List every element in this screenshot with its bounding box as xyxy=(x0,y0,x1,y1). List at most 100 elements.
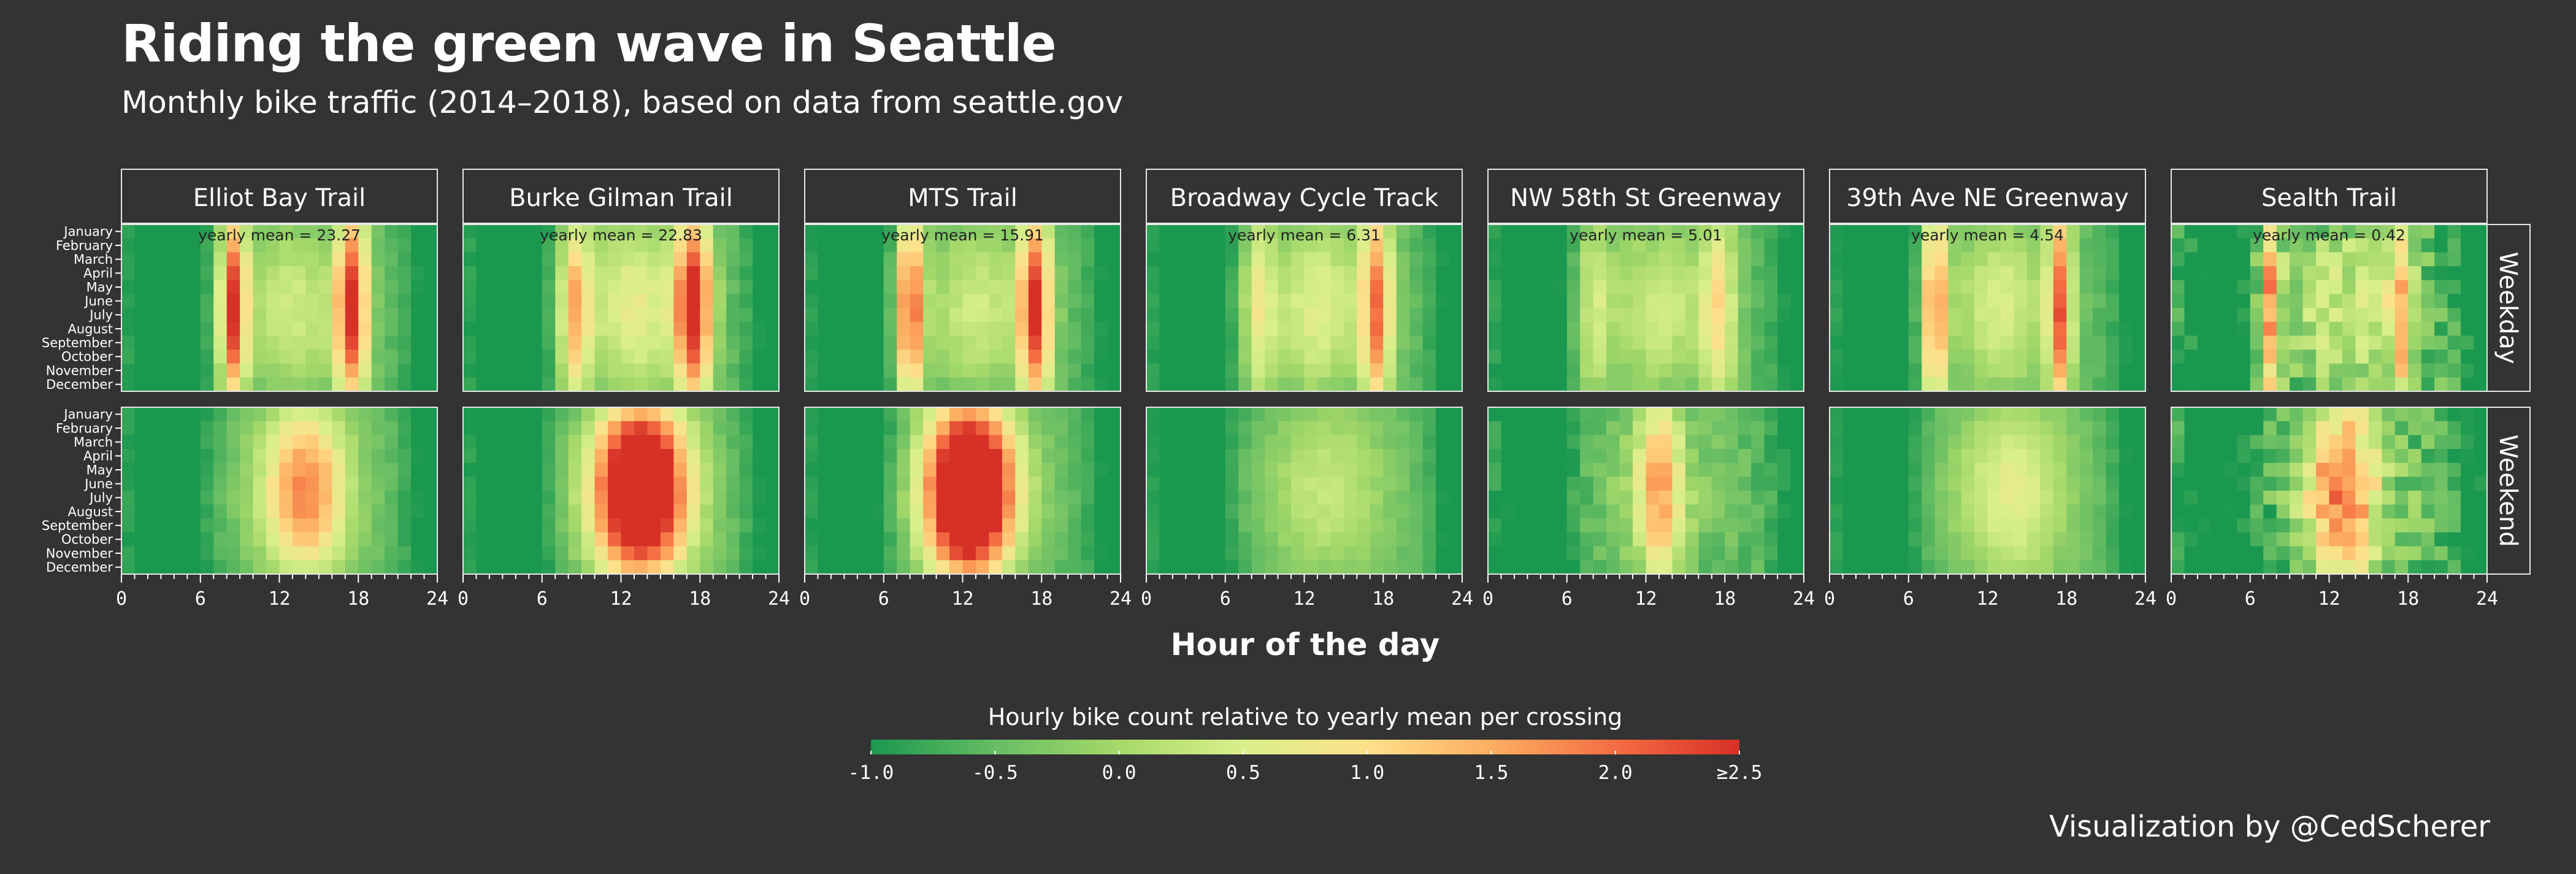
heat-cell xyxy=(1146,294,1160,309)
heat-cell xyxy=(1580,363,1594,378)
heat-cell xyxy=(476,532,490,547)
heat-cell xyxy=(1304,238,1318,253)
heat-cell xyxy=(1449,421,1463,435)
heat-cell xyxy=(1291,363,1305,378)
heat-cell xyxy=(2040,224,2054,239)
heat-cell xyxy=(1159,546,1173,561)
heat-cell xyxy=(1842,462,1857,477)
heat-cell xyxy=(424,449,438,464)
heat-cell xyxy=(2026,560,2041,575)
heat-cell xyxy=(345,462,359,477)
heat-cell xyxy=(332,321,346,336)
heat-cell xyxy=(279,294,293,309)
heat-cell xyxy=(2171,238,2185,253)
heat-cell xyxy=(1370,294,1384,309)
heat-cell xyxy=(1619,224,1633,239)
heat-cell xyxy=(1633,449,1647,464)
heat-cell xyxy=(121,518,136,533)
heat-cell xyxy=(1238,280,1252,294)
heat-cell xyxy=(1251,435,1265,450)
heat-cell xyxy=(1895,477,1909,491)
heat-cell xyxy=(1527,421,1541,435)
heat-cell xyxy=(1041,280,1056,294)
heat-cell xyxy=(542,449,556,464)
heat-cell xyxy=(305,266,320,281)
heat-cell xyxy=(2053,462,2067,477)
heat-cell xyxy=(739,363,753,378)
heat-cell xyxy=(2382,294,2396,309)
heat-cell xyxy=(686,560,700,575)
heat-cell xyxy=(542,435,556,450)
heat-cell xyxy=(700,377,714,392)
heat-cell xyxy=(1291,280,1305,294)
heat-cell xyxy=(1711,462,1725,477)
heat-cell xyxy=(568,280,582,294)
month-label: February xyxy=(56,238,113,253)
chart-title: Riding the green wave in Seattle xyxy=(121,13,1057,74)
heat-cell xyxy=(385,321,399,336)
heat-cell xyxy=(134,491,148,505)
heat-cell xyxy=(213,504,228,519)
heat-cell xyxy=(2276,252,2290,267)
heat-cell xyxy=(2342,560,2356,575)
heat-cell xyxy=(489,462,503,477)
heat-cell xyxy=(594,321,608,336)
heat-cell xyxy=(673,477,688,491)
heat-cell xyxy=(1790,280,1804,294)
heat-cell xyxy=(1054,321,1068,336)
heat-cell xyxy=(2382,449,2396,464)
heat-cell xyxy=(1672,532,1686,547)
heat-cell xyxy=(397,546,412,561)
heat-cell xyxy=(1751,532,1765,547)
heat-cell xyxy=(371,518,385,533)
heat-cell xyxy=(2263,308,2277,323)
heat-cell xyxy=(1540,421,1554,435)
heat-cell xyxy=(2171,560,2185,575)
heat-cell xyxy=(1540,363,1554,378)
heat-cell xyxy=(2026,377,2041,392)
heat-cell xyxy=(266,308,280,323)
heat-cell xyxy=(1527,335,1541,350)
heat-cell xyxy=(174,294,188,309)
heat-cell xyxy=(1554,308,1568,323)
heat-cell xyxy=(279,560,293,575)
heat-cell xyxy=(1330,350,1344,364)
heat-cell xyxy=(1842,321,1857,336)
heat-cell xyxy=(830,294,845,309)
heat-cell xyxy=(1646,407,1660,422)
heat-cell xyxy=(647,504,661,519)
credit-text: Visualization by @CedScherer xyxy=(2049,810,2490,844)
heat-cell xyxy=(2040,363,2054,378)
heat-cell xyxy=(1002,252,1016,267)
heat-cell xyxy=(2394,252,2409,267)
heat-cell xyxy=(949,363,964,378)
heat-cell xyxy=(1580,407,1594,422)
heat-cell xyxy=(2106,238,2120,253)
heat-cell xyxy=(2394,421,2409,435)
heat-cell xyxy=(2026,238,2041,253)
heat-cell xyxy=(2014,321,2028,336)
heat-cell xyxy=(1107,532,1121,547)
heat-cell xyxy=(1225,308,1239,323)
strip-label: NW 58th St Greenway xyxy=(1510,184,1782,212)
heat-cell xyxy=(1908,504,1922,519)
heat-cell xyxy=(713,504,727,519)
heat-cell xyxy=(1895,266,1909,281)
heat-cell xyxy=(1186,449,1200,464)
legend-tick-label: 0.5 xyxy=(1226,762,1260,784)
heat-cell xyxy=(1383,407,1397,422)
heat-cell xyxy=(2210,294,2225,309)
strip-label: Sealth Trail xyxy=(2261,184,2397,212)
heat-cell xyxy=(1934,280,1949,294)
heat-cell xyxy=(1566,546,1581,561)
heat-cell xyxy=(1869,308,1883,323)
heat-cell xyxy=(529,363,543,378)
heat-cell xyxy=(2000,280,2015,294)
heat-cell xyxy=(673,504,688,519)
x-tick-label: 12 xyxy=(610,588,632,610)
heat-cell xyxy=(1225,477,1239,491)
heat-cell xyxy=(2368,421,2382,435)
heat-cell xyxy=(2053,546,2067,561)
heat-cell xyxy=(529,377,543,392)
heat-cell xyxy=(1698,546,1712,561)
